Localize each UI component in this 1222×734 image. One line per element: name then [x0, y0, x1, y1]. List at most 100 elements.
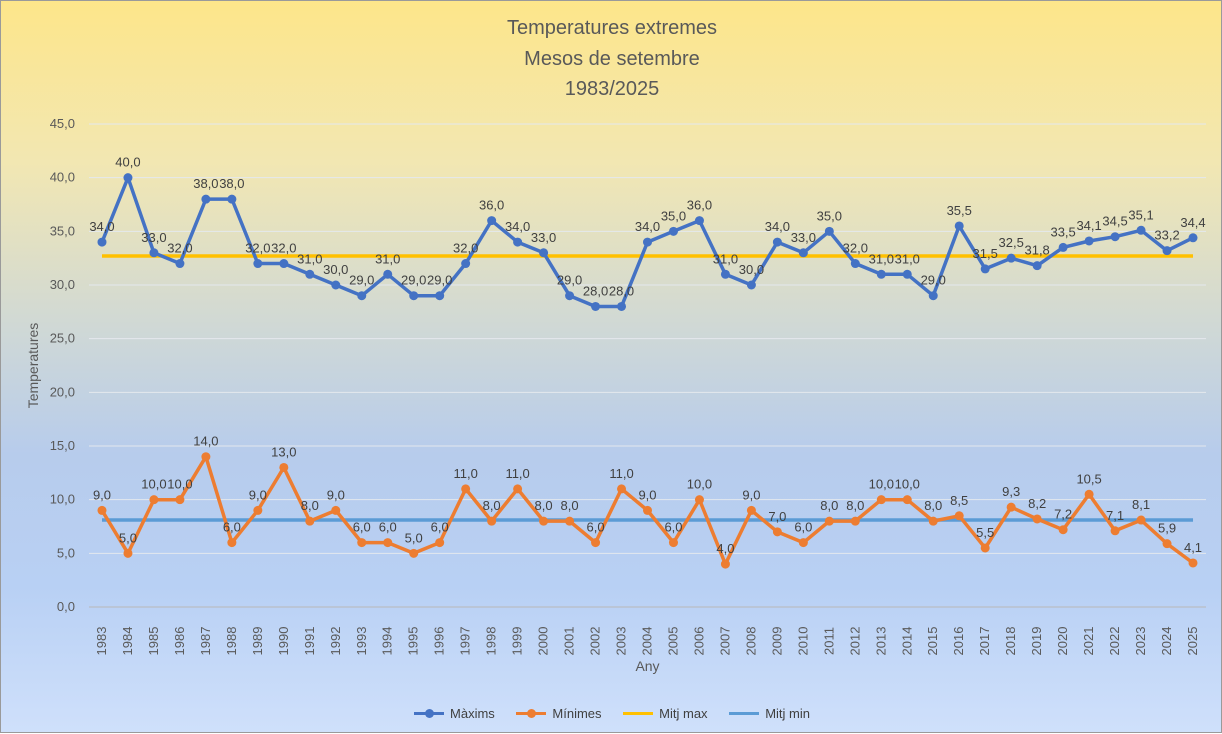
- maxims-data-label: 36,0: [687, 198, 712, 213]
- maxims-point: [487, 216, 497, 226]
- y-tick-label: 15,0: [50, 438, 75, 453]
- maxims-point: [928, 291, 938, 301]
- maxims-point: [746, 280, 756, 290]
- x-tick-label: 1994: [380, 627, 395, 656]
- minimes-data-label: 6,0: [431, 520, 449, 535]
- x-tick-label: 2010: [795, 627, 810, 656]
- x-axis-title: Any: [635, 658, 659, 674]
- y-tick-label: 30,0: [50, 277, 75, 292]
- minimes-data-label: 8,1: [1132, 497, 1150, 512]
- legend-item-maxims: Màxims: [414, 706, 495, 721]
- minimes-data-label: 10,0: [895, 477, 920, 492]
- maxims-data-label: 32,0: [453, 241, 478, 256]
- minimes-data-label: 13,0: [271, 444, 296, 459]
- maxims-data-label: 35,5: [947, 203, 972, 218]
- legend-item-mitj-min: Mitj min: [729, 706, 810, 721]
- minimes-point: [1058, 525, 1068, 535]
- minimes-data-label: 4,1: [1184, 540, 1202, 555]
- legend-item-mitj-max: Mitj max: [623, 706, 708, 721]
- minimes-point: [305, 516, 315, 526]
- minimes-point: [539, 516, 549, 526]
- maxims-data-label: 28,0: [583, 283, 608, 298]
- x-tick-label: 2016: [951, 627, 966, 656]
- x-tick-label: 1984: [120, 627, 135, 656]
- minimes-data-label: 8,0: [561, 498, 579, 513]
- x-tick-label: 2007: [717, 627, 732, 656]
- minimes-point: [720, 559, 730, 569]
- maxims-point: [1032, 261, 1042, 271]
- x-tick-label: 1988: [224, 627, 239, 656]
- minimes-point: [227, 538, 237, 548]
- maxims-point: [409, 291, 419, 301]
- minimes-point: [850, 516, 860, 526]
- y-axis-title: Temperatures: [25, 323, 41, 409]
- minimes-data-label: 10,0: [687, 477, 712, 492]
- minimes-data-label: 7,2: [1054, 507, 1072, 522]
- maxims-data-label: 38,0: [193, 176, 218, 191]
- x-tick-label: 1999: [510, 627, 525, 656]
- minimes-point: [954, 511, 964, 521]
- x-tick-label: 2022: [1107, 627, 1122, 656]
- legend-label-mitj-max: Mitj max: [659, 706, 708, 721]
- maxims-point: [591, 301, 601, 311]
- maxims-point: [617, 301, 627, 311]
- x-tick-label: 2009: [769, 627, 784, 656]
- y-tick-label: 5,0: [57, 545, 75, 560]
- x-tick-label: 2017: [977, 627, 992, 656]
- maxims-data-label: 35,0: [661, 208, 686, 223]
- maxims-data-label: 33,5: [1050, 224, 1075, 239]
- minimes-data-label: 6,0: [223, 520, 241, 535]
- minimes-data-label: 8,0: [483, 498, 501, 513]
- chart-title-line-2: Mesos de setembre: [524, 48, 700, 70]
- x-tick-label: 1990: [276, 627, 291, 656]
- legend-label-mitj-min: Mitj min: [765, 706, 810, 721]
- maxims-data-label: 29,0: [427, 273, 452, 288]
- minimes-data-label: 8,0: [846, 498, 864, 513]
- minimes-point: [772, 527, 782, 537]
- legend-swatch-minimes: [516, 709, 547, 718]
- minimes-data-label: 5,5: [976, 525, 994, 540]
- x-tick-label: 2025: [1185, 627, 1200, 656]
- maxims-point: [1006, 253, 1016, 263]
- minimes-point: [383, 538, 393, 548]
- maxims-data-label: 34,4: [1180, 215, 1205, 230]
- x-tick-label: 2006: [691, 627, 706, 656]
- minimes-data-label: 6,0: [664, 520, 682, 535]
- minimes-point: [980, 543, 990, 553]
- minimes-data-label: 10,0: [869, 477, 894, 492]
- maxims-data-label: 32,0: [245, 241, 270, 256]
- legend-swatch-mitj-max: [623, 712, 654, 715]
- minimes-point: [1006, 502, 1016, 512]
- minimes-point: [435, 538, 445, 548]
- maxims-point: [643, 237, 652, 247]
- minimes-data-label: 9,0: [327, 487, 345, 502]
- minimes-point: [461, 484, 471, 494]
- maxims-point: [980, 264, 990, 274]
- minimes-data-label: 8,0: [820, 498, 838, 513]
- x-tick-label: 1992: [328, 627, 343, 656]
- minimes-data-label: 9,0: [249, 487, 267, 502]
- maxims-point: [876, 269, 886, 279]
- minimes-point: [279, 462, 289, 472]
- legend-label-minimes: Mínimes: [552, 706, 602, 721]
- maxims-data-label: 30,0: [323, 262, 348, 277]
- minimes-point: [1032, 514, 1042, 524]
- maxims-data-label: 31,0: [297, 251, 322, 266]
- y-tick-label: 40,0: [50, 170, 75, 185]
- minimes-point: [824, 516, 834, 526]
- x-tick-label: 2001: [562, 627, 577, 656]
- x-tick-label: 2018: [1003, 627, 1018, 656]
- maxims-point: [1110, 232, 1120, 242]
- chart-legend: Màxims Mínimes Mitj max Mitj min: [1, 703, 1222, 721]
- maxims-point: [850, 259, 860, 269]
- maxims-point: [824, 226, 834, 236]
- minimes-point: [1110, 526, 1120, 536]
- minimes-data-label: 8,0: [301, 498, 319, 513]
- maxims-data-label: 32,5: [999, 235, 1024, 250]
- maxims-point: [565, 291, 575, 301]
- maxims-data-label: 36,0: [479, 198, 504, 213]
- maxims-data-label: 31,5: [973, 246, 998, 261]
- minimes-point: [798, 538, 808, 548]
- x-tick-label: 1993: [354, 627, 369, 656]
- minimes-point: [201, 452, 211, 462]
